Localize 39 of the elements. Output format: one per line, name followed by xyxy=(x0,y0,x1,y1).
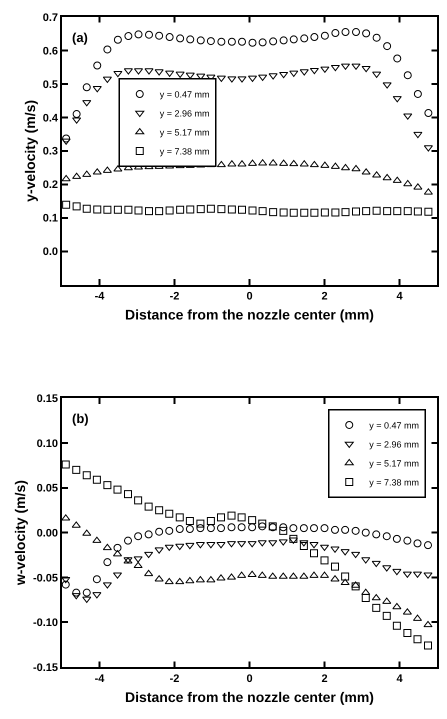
y-tick-label: -0.15 xyxy=(32,662,58,674)
legend-label: y = 2.96 mm xyxy=(369,439,420,450)
x-tick-label: -4 xyxy=(94,672,106,685)
x-tick-label: 2 xyxy=(321,290,328,303)
y-tick-label: 0.1 xyxy=(42,212,58,225)
x-tick-label: 0 xyxy=(246,290,253,303)
y-tick-label: 0.2 xyxy=(42,179,58,192)
x-tick-label: 0 xyxy=(246,672,253,685)
y-tick-label: 0.10 xyxy=(36,438,58,450)
y-axis-title: w-velocity (m/s) xyxy=(12,480,28,586)
y-tick-label: -0.10 xyxy=(32,617,58,630)
legend-label: y = 5.17 mm xyxy=(369,458,420,468)
y-tick-label: 0.3 xyxy=(42,146,58,158)
legend-label: y = 0.47 mm xyxy=(369,420,420,430)
y-tick-label: 0.7 xyxy=(42,12,58,24)
y-tick-label: 0.05 xyxy=(36,482,58,495)
legend-label: y = 5.17 mm xyxy=(160,128,210,138)
y-tick-label: 0.6 xyxy=(42,45,58,58)
text: (a) xyxy=(72,30,88,45)
y-axis-title: y-velocity (m/s) xyxy=(22,100,38,202)
x-axis-title: Distance from the nozzle center (mm) xyxy=(125,688,374,705)
text: (b) xyxy=(72,411,89,426)
x-tick-label: -2 xyxy=(170,672,180,685)
y-tick-label: 0.15 xyxy=(36,393,58,406)
x-tick-label: 4 xyxy=(396,290,404,303)
legend-label: y = 2.96 mm xyxy=(160,108,210,119)
y-tick-label: 0.0 xyxy=(42,246,58,258)
y-tick-label: -0.05 xyxy=(32,572,58,584)
x-tick-label: -2 xyxy=(170,290,180,303)
legend-label: y = 0.47 mm xyxy=(160,90,210,100)
legend-label: y = 7.38 mm xyxy=(160,146,210,157)
x-tick-label: 2 xyxy=(321,672,328,685)
y-tick-label: 0.4 xyxy=(42,112,59,124)
legend-label: y = 7.38 mm xyxy=(369,477,420,488)
x-axis-title: Distance from the nozzle center (mm) xyxy=(125,306,374,323)
y-tick-label: 0.5 xyxy=(42,78,58,91)
x-tick-label: 4 xyxy=(396,672,404,685)
y-tick-label: 0.00 xyxy=(36,527,58,540)
x-tick-label: -4 xyxy=(94,290,106,303)
